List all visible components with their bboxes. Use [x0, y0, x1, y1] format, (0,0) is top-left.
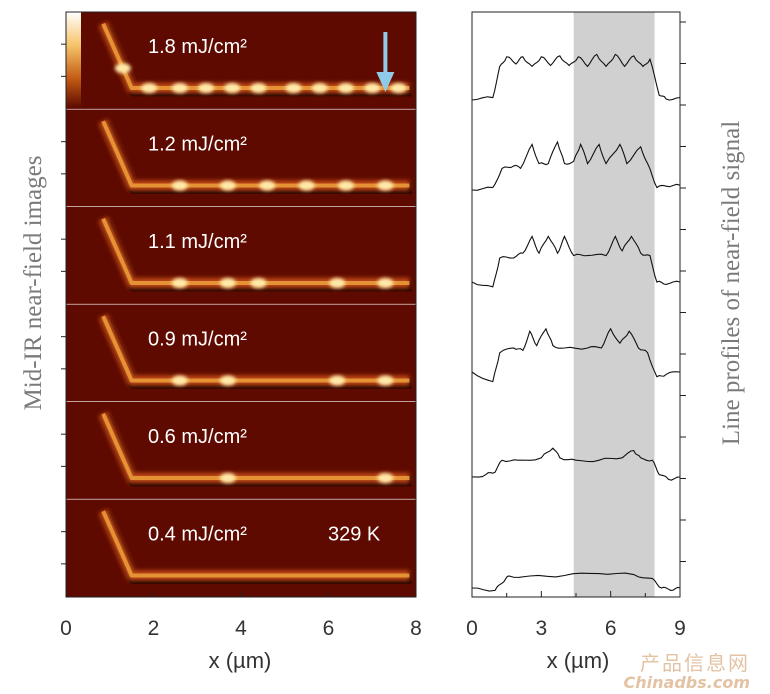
right-x-axis-label: x (µm) [546, 648, 610, 673]
profile-line [471, 53, 681, 101]
profile-line [471, 327, 681, 383]
hot-spot [219, 278, 236, 289]
hot-spot [364, 83, 381, 94]
hot-spot [141, 83, 158, 94]
hot-spot [329, 375, 346, 386]
wire-core [101, 120, 410, 188]
profile-line [471, 235, 681, 288]
hot-spot [250, 278, 267, 289]
right-x-tick-label: 9 [674, 617, 686, 640]
hot-spot [250, 83, 267, 94]
hot-spot [224, 83, 241, 94]
left-x-tick-label: 0 [60, 617, 72, 640]
image-panel: 0.6 mJ/cm² [66, 402, 416, 501]
image-panel: 0.9 mJ/cm² [66, 304, 416, 403]
image-panel: 1.8 mJ/cm² [66, 12, 416, 111]
hot-spot [377, 278, 394, 289]
hot-spot [338, 83, 354, 94]
hot-spot [259, 180, 276, 191]
wire-core [101, 510, 410, 578]
watermark-en: Chinadbs.com [623, 673, 750, 692]
left-x-axis: 0 2 4 6 8 [60, 43, 422, 640]
watermark: 产品信息网 Chinadbs.com [624, 647, 750, 692]
hot-spot [390, 83, 407, 94]
profile-line [471, 572, 681, 592]
right-x-tick-label: 0 [466, 617, 478, 640]
hot-spot [285, 83, 302, 94]
hot-spot [338, 180, 354, 191]
hot-spot [171, 375, 188, 386]
near-field-image-stack: 1.8 mJ/cm² 1.2 mJ/cm² 1.1 mJ/cm² 0.9 mJ/cm²… [66, 12, 416, 597]
marker-arrow-head [376, 72, 395, 92]
left-x-tick-label: 6 [323, 617, 335, 640]
wire-core [101, 217, 410, 286]
hot-spot [298, 180, 315, 191]
fluence-label: 0.4 mJ/cm² [148, 523, 247, 545]
wire-core [101, 315, 410, 383]
right-x-tick-label: 6 [605, 617, 617, 640]
watermark-cn: 产品信息网 [640, 651, 750, 675]
left-x-tick-label: 8 [410, 617, 422, 640]
right-x-tick-label: 3 [535, 617, 547, 640]
fluence-label: 1.8 mJ/cm² [148, 36, 247, 58]
profile-line [471, 447, 681, 481]
hot-spot [171, 83, 188, 94]
hot-spot [198, 83, 214, 94]
image-panel: 1.2 mJ/cm² [66, 109, 416, 208]
image-panel: 0.4 mJ/cm² [66, 499, 416, 597]
hot-spot [329, 278, 346, 289]
wire-core [101, 412, 410, 481]
left-x-axis-label: x (µm) [208, 648, 272, 673]
hot-spot [171, 278, 188, 289]
hot-spot [219, 473, 236, 484]
fluence-label: 1.2 mJ/cm² [148, 133, 247, 155]
hot-spot [114, 63, 131, 74]
fluence-label: 1.1 mJ/cm² [148, 231, 247, 253]
profile-line [471, 140, 681, 191]
shaded-region [573, 12, 655, 597]
fluence-label: 0.9 mJ/cm² [148, 328, 247, 350]
hot-spot [311, 83, 328, 94]
hot-spot [377, 180, 394, 191]
hot-spot [377, 473, 394, 484]
temperature-label: 329 K [328, 523, 381, 545]
colorbar [66, 12, 81, 108]
hot-spot [377, 375, 394, 386]
left-x-tick-label: 4 [235, 617, 247, 640]
fluence-label: 0.6 mJ/cm² [148, 426, 247, 448]
right-x-axis: 0 3 6 9 [466, 21, 686, 640]
line-profiles [471, 53, 681, 592]
hot-spot [219, 180, 236, 191]
image-panel: 1.1 mJ/cm² [66, 207, 416, 306]
hot-spot [219, 375, 236, 386]
hot-spot [171, 180, 188, 191]
left-x-tick-label: 2 [148, 617, 160, 640]
